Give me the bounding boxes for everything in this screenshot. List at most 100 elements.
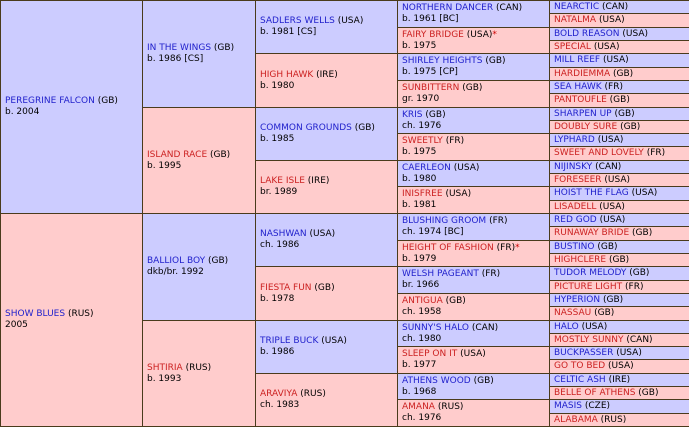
horse-name[interactable]: HIGH HAWK: [260, 69, 314, 80]
horse-name[interactable]: MOSTLY SUNNY: [554, 334, 624, 345]
horse-name[interactable]: AMANA: [402, 402, 435, 412]
horse-name[interactable]: LAKE ISLE: [260, 176, 305, 186]
horse-name[interactable]: ALABAMA: [554, 414, 598, 425]
horse-detail: dkb/br. 1992: [147, 267, 204, 277]
horse-name[interactable]: CELTIC ASH: [554, 374, 606, 385]
horse-name[interactable]: INISFREE: [402, 189, 443, 199]
name-line: BALLIOL BOY (GB): [147, 256, 251, 267]
name-line: SUNBITTERN (GB): [402, 83, 545, 94]
horse-name[interactable]: SPECIAL: [554, 41, 591, 52]
name-line: HIGH HAWK (IRE): [260, 70, 393, 81]
horse-detail: b. 1978: [260, 293, 295, 304]
name-line: MOSTLY SUNNY (CAN): [554, 335, 685, 346]
country: (CAN): [626, 334, 653, 345]
horse-name[interactable]: SWEETLY: [402, 136, 443, 146]
horse-name[interactable]: MASIS: [554, 401, 583, 411]
horse-detail: 2005: [5, 320, 28, 330]
horse-detail: br. 1966: [402, 280, 440, 290]
horse-name[interactable]: SHIRLEY HEIGHTS: [402, 56, 483, 66]
country: (USA): [593, 41, 620, 52]
horse-name[interactable]: FAIRY BRIDGE: [402, 29, 464, 40]
horse-name[interactable]: HARDIEMMA: [554, 68, 611, 79]
country: (USA): [599, 201, 625, 212]
horse-name[interactable]: PICTURE LIGHT: [554, 281, 623, 292]
name-line: TUDOR MELODY (GB): [554, 268, 685, 279]
name-line: BLUSHING GROOM (FR): [402, 216, 545, 227]
country: (FR): [604, 81, 623, 92]
horse-name[interactable]: NASHWAN: [260, 229, 307, 239]
horse-name[interactable]: KRIS: [402, 109, 423, 120]
horse-name[interactable]: SEA HAWK: [554, 81, 602, 92]
horse-detail: gr. 1970: [402, 94, 440, 104]
country: (GB): [207, 256, 229, 266]
horse-name[interactable]: GO TO BED: [554, 361, 606, 371]
horse-name[interactable]: SHARPEN UP: [554, 108, 612, 119]
horse-name[interactable]: RUNAWAY BRIDE: [554, 228, 630, 238]
horse-name[interactable]: LISADELL: [554, 201, 597, 212]
horse-name[interactable]: DOUBLY SURE: [554, 121, 618, 132]
horse-name[interactable]: BUSTINO: [554, 241, 595, 252]
horse-name[interactable]: NEARCTIC: [554, 1, 600, 12]
horse-name[interactable]: IN THE WINGS: [147, 43, 212, 53]
country: (USA): [597, 134, 624, 145]
horse-name[interactable]: ARAVIYA: [260, 389, 298, 399]
horse-name[interactable]: TUDOR MELODY: [554, 268, 627, 278]
horse-name[interactable]: COMMON GROUNDS: [260, 123, 352, 133]
horse-name[interactable]: BALLIOL BOY: [147, 256, 206, 266]
horse-cell: HIGHCLERE (GB): [549, 253, 689, 267]
horse-name[interactable]: FORESEER: [554, 174, 602, 185]
horse-name[interactable]: HIGHCLERE: [554, 254, 607, 265]
horse-name[interactable]: BELLE OF ATHENS: [554, 387, 636, 398]
country: (GB): [609, 95, 630, 105]
horse-name[interactable]: BOLD REASON: [554, 28, 620, 39]
horse-name[interactable]: ANTIGUA: [402, 296, 443, 306]
horse-name[interactable]: HEIGHT OF FASHION: [402, 242, 494, 253]
horse-name[interactable]: SWEET AND LOVELY: [554, 148, 644, 158]
country: (CZE): [584, 401, 611, 411]
country: (USA): [599, 214, 626, 225]
horse-name[interactable]: PEREGRINE FALCON: [5, 96, 95, 106]
horse-name[interactable]: SHTIRIA: [147, 362, 183, 373]
horse-name[interactable]: NIJINSKY: [554, 161, 593, 172]
horse-name[interactable]: MILL REEF: [554, 55, 601, 65]
country: (FR): [625, 281, 644, 292]
horse-name[interactable]: NASSAU: [554, 308, 592, 318]
horse-name[interactable]: SLEEP ON IT: [402, 349, 458, 359]
horse-name[interactable]: SHOW BLUES: [5, 309, 66, 319]
country: (USA): [616, 347, 642, 358]
horse-cell: SEA HAWK (FR): [549, 80, 689, 94]
horse-detail: b. 1979: [402, 253, 437, 264]
horse-name[interactable]: SUNNY'S HALO: [402, 322, 470, 333]
horse-name[interactable]: HYPERION: [554, 294, 601, 305]
country: (CAN): [601, 1, 629, 12]
horse-name[interactable]: RED GOD: [554, 214, 597, 225]
horse-name[interactable]: TRIPLE BUCK: [260, 336, 319, 346]
country: (USA): [309, 229, 336, 239]
horse-name[interactable]: SADLERS WELLS: [260, 16, 335, 26]
horse-name[interactable]: SUNBITTERN: [402, 83, 460, 93]
horse-name[interactable]: ATHENS WOOD: [402, 375, 471, 386]
horse-name[interactable]: NATALMA: [554, 15, 597, 25]
horse-name[interactable]: HALO: [554, 321, 579, 332]
horse-name[interactable]: NORTHERN DANCER: [402, 3, 494, 13]
horse-detail: b. 1986 [CS]: [147, 54, 204, 64]
horse-detail: b. 1961 [BC]: [402, 14, 459, 24]
horse-detail: b. 1981: [402, 200, 437, 210]
horse-detail: b. 1986: [260, 347, 295, 357]
horse-name[interactable]: WELSH PAGEANT: [402, 269, 479, 279]
name-line: SADLERS WELLS (USA): [260, 16, 393, 27]
country: (IRE): [307, 176, 330, 186]
horse-name[interactable]: ISLAND RACE: [147, 149, 208, 160]
horse-name[interactable]: HOIST THE FLAG: [554, 188, 629, 198]
horse-name[interactable]: CAERLEON: [402, 162, 451, 173]
name-line: SWEET AND LOVELY (FR): [554, 148, 685, 159]
country: (CAN): [495, 3, 523, 13]
name-line: INISFREE (USA): [402, 189, 545, 200]
horse-name[interactable]: BUCKPASSER: [554, 347, 614, 358]
horse-name[interactable]: BLUSHING GROOM: [402, 216, 487, 226]
horse-cell: SHTIRIA (RUS) b. 1993: [142, 320, 256, 427]
horse-name[interactable]: LYPHARD: [554, 134, 595, 145]
horse-name[interactable]: PANTOUFLE: [554, 95, 607, 105]
horse-name[interactable]: FIESTA FUN: [260, 282, 312, 293]
